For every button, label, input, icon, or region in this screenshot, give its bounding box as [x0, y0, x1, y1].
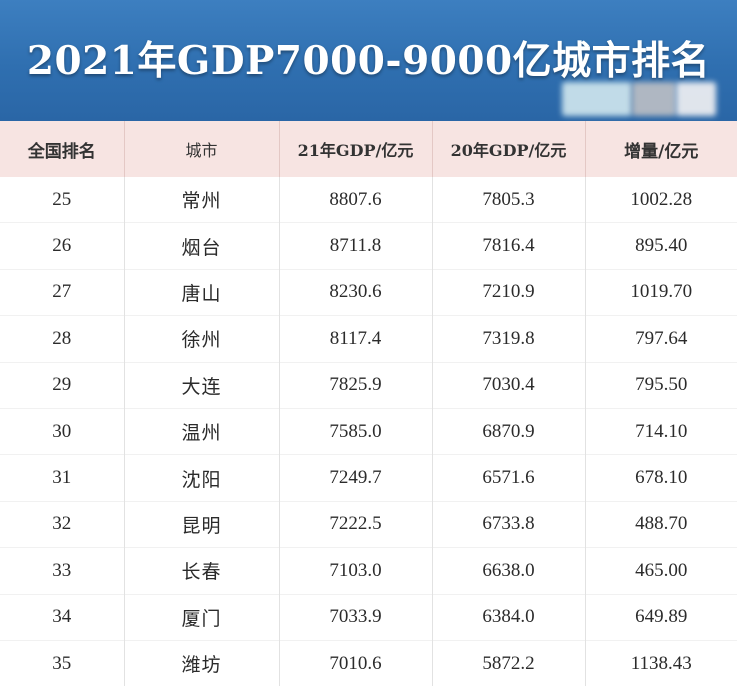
city-cell: 大连 — [123, 361, 279, 409]
rank-cell: 28 — [0, 315, 124, 363]
increase-cell: 1138.43 — [584, 639, 737, 686]
gdp-2020-cell: 6571.6 — [431, 454, 585, 502]
gdp-2020-cell: 6870.9 — [431, 407, 585, 455]
table-row: 26 烟台 8711.8 7816.4 895.40 — [0, 222, 737, 270]
city-cell: 徐州 — [123, 315, 279, 363]
table-row: 32 昆明 7222.5 6733.8 488.70 — [0, 500, 737, 548]
gdp-2020-cell: 7030.4 — [431, 361, 585, 409]
city-cell: 烟台 — [123, 222, 279, 270]
table-row: 35 潍坊 7010.6 5872.2 1138.43 — [0, 639, 737, 686]
gdp-2021-cell: 7222.5 — [278, 500, 432, 548]
gdp-2021-cell: 7103.0 — [278, 547, 432, 595]
blurred-watermark — [562, 82, 632, 116]
gdp-2021-cell: 7010.6 — [278, 639, 432, 686]
gdp-2020-cell: 6384.0 — [431, 593, 585, 641]
table-row: 29 大连 7825.9 7030.4 795.50 — [0, 361, 737, 409]
rank-cell: 26 — [0, 222, 124, 270]
rank-cell: 35 — [0, 639, 124, 686]
increase-cell: 465.00 — [584, 547, 737, 595]
gdp-2021-cell: 7249.7 — [278, 454, 432, 502]
page-title: 2021年GDP7000-9000亿城市排名 — [26, 38, 711, 84]
city-cell: 唐山 — [123, 268, 279, 316]
rank-cell: 30 — [0, 407, 124, 455]
increase-cell: 488.70 — [584, 500, 737, 548]
increase-cell: 714.10 — [584, 407, 737, 455]
increase-cell: 895.40 — [584, 222, 737, 270]
table-body: 25 常州 8807.6 7805.3 1002.28 26 烟台 8711.8 7816.4 8… — [0, 177, 737, 686]
table-row: 27 唐山 8230.6 7210.9 1019.70 — [0, 268, 737, 316]
table-row: 30 温州 7585.0 6870.9 714.10 — [0, 407, 737, 455]
city-cell: 厦门 — [123, 593, 279, 641]
table-row: 25 常州 8807.6 7805.3 1002.28 — [0, 177, 737, 223]
rank-cell: 25 — [52, 188, 72, 210]
city-cell: 常州 — [123, 177, 279, 223]
city-cell: 长春 — [123, 547, 279, 595]
gdp-2020-cell: 7816.4 — [431, 222, 585, 270]
gdp-2021-cell: 7585.0 — [278, 407, 432, 455]
increase-cell: 797.64 — [584, 315, 737, 363]
gdp-2020-cell: 6638.0 — [431, 547, 585, 595]
header-increase: 增量/亿元 — [584, 121, 737, 177]
header-gdp-2020: 20年GDP/亿元 — [431, 121, 585, 177]
city-cell: 昆明 — [123, 500, 279, 548]
increase-cell: 1019.70 — [584, 268, 737, 316]
rank-cell: 27 — [0, 268, 124, 316]
title-banner: 2021年GDP7000-9000亿城市排名 — [0, 0, 737, 121]
header-gdp-2021: 21年GDP/亿元 — [278, 121, 432, 177]
increase-cell: 678.10 — [584, 454, 737, 502]
blurred-watermark — [676, 82, 716, 116]
table-row: 34 厦门 7033.9 6384.0 649.89 — [0, 593, 737, 641]
increase-cell: 795.50 — [584, 361, 737, 409]
city-cell: 温州 — [123, 407, 279, 455]
table-row: 31 沈阳 7249.7 6571.6 678.10 — [0, 454, 737, 502]
rank-cell: 31 — [0, 454, 124, 502]
gdp-2021-cell: 8711.8 — [278, 222, 432, 270]
blurred-watermark — [632, 82, 676, 116]
rank-cell: 29 — [0, 361, 124, 409]
rank-cell: 32 — [0, 500, 124, 548]
gdp-2021-cell: 7033.9 — [278, 593, 432, 641]
increase-cell: 1002.28 — [584, 177, 737, 223]
increase-cell: 649.89 — [584, 593, 737, 641]
table-row: 28 徐州 8117.4 7319.8 797.64 — [0, 315, 737, 363]
rank-cell: 34 — [0, 593, 124, 641]
header-city: 城市 — [123, 121, 279, 177]
gdp-2021-cell: 7825.9 — [278, 361, 432, 409]
gdp-2020-cell: 7805.3 — [431, 177, 585, 223]
gdp-2021-cell: 8117.4 — [278, 315, 432, 363]
gdp-2021-cell: 8230.6 — [278, 268, 432, 316]
city-cell: 沈阳 — [123, 454, 279, 502]
gdp-ranking-table: 全国排名 城市 21年GDP/亿元 20年GDP/亿元 增量/亿元 25 常州 88… — [0, 121, 737, 686]
gdp-2020-cell: 7319.8 — [431, 315, 585, 363]
gdp-2020-cell: 7210.9 — [431, 268, 585, 316]
rank-cell: 33 — [0, 547, 124, 595]
gdp-2021-cell: 8807.6 — [278, 177, 432, 223]
city-cell: 潍坊 — [123, 639, 279, 686]
table-row: 33 长春 7103.0 6638.0 465.00 — [0, 547, 737, 595]
header-row: 全国排名 城市 21年GDP/亿元 20年GDP/亿元 增量/亿元 — [0, 121, 737, 177]
gdp-2020-cell: 6733.8 — [431, 500, 585, 548]
gdp-2020-cell: 5872.2 — [431, 639, 585, 686]
header-national-rank: 全国排名 — [0, 121, 124, 177]
